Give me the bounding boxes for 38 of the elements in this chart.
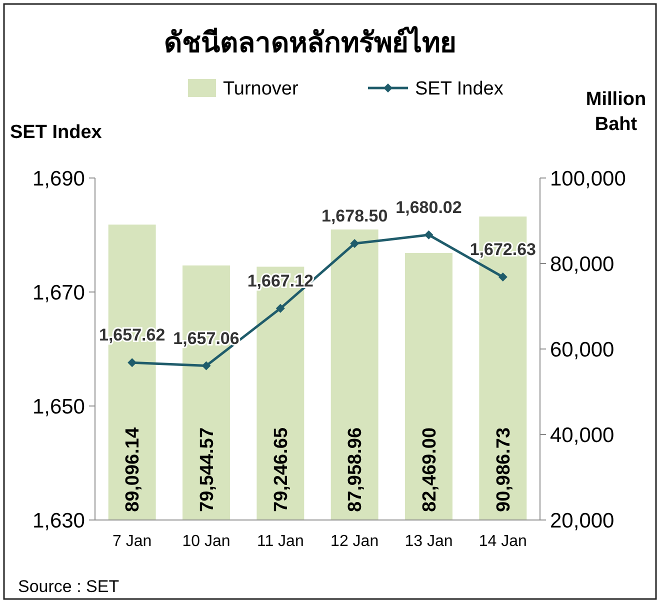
point	[350, 239, 360, 248]
data-label: 79,246.65	[271, 427, 292, 512]
data-label: 1,680.02	[396, 198, 462, 217]
data-label: 79,544.57	[196, 427, 218, 512]
y2-tick-label: 20,000	[550, 509, 614, 532]
x-tick-label: 13 Jan	[404, 533, 453, 550]
y-tick-label: 1,690	[32, 167, 85, 190]
y-tick-label: 1,650	[32, 395, 85, 418]
data-label: 1,678.50	[321, 206, 388, 226]
y-axis-title: SET Index	[10, 122, 102, 143]
point	[276, 304, 285, 313]
point	[498, 272, 508, 282]
x-tick-label: 7 Jan	[112, 533, 152, 550]
y2-tick-label: 60,000	[550, 338, 614, 362]
y2-tick-label: 100,000	[550, 167, 626, 190]
legend-label: SET Index	[415, 78, 504, 100]
x-tick-label: 11 Jan	[256, 533, 304, 550]
legend-label: Turnover	[223, 78, 299, 100]
source-note: Source : SET	[18, 577, 120, 596]
data-label: 87,958.96	[345, 427, 366, 512]
data-label: 89,096.14	[122, 427, 144, 512]
data-label: 1,672.63	[470, 240, 536, 260]
y-tick-label: 1,670	[32, 281, 85, 304]
x-tick-label: 12 Jan	[330, 533, 379, 550]
y2-axis-title: Million Baht	[586, 89, 646, 135]
x-tick-label: 10 Jan	[182, 533, 230, 550]
data-label: 90,986.73	[494, 427, 515, 512]
point	[424, 230, 434, 240]
data-label: 1,657.06	[173, 328, 240, 348]
y-tick-label: 1,630	[32, 509, 85, 532]
data-label: 1,657.62	[98, 326, 166, 345]
data-label: 82,469.00	[419, 427, 440, 512]
point	[202, 361, 211, 370]
y2-tick-label: 40,000	[550, 424, 614, 447]
chart-title: ดัชนีตลาดหลักทรัพย์ไทย	[164, 26, 456, 58]
x-tick-label: 14 Jan	[478, 533, 527, 550]
y2-tick-label: 80,000	[550, 252, 614, 276]
data-label: 1,667.12	[247, 271, 314, 290]
